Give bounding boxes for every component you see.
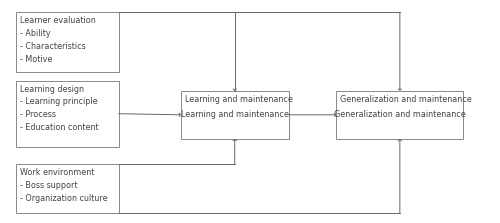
Text: - Ability: - Ability bbox=[20, 29, 50, 38]
Text: - Characteristics: - Characteristics bbox=[20, 42, 86, 51]
Text: - Education content: - Education content bbox=[20, 123, 98, 132]
Text: - Process: - Process bbox=[20, 110, 56, 119]
Text: Generalization and maintenance: Generalization and maintenance bbox=[334, 110, 466, 119]
Text: Learning design: Learning design bbox=[20, 85, 84, 94]
Text: - Learning principle: - Learning principle bbox=[20, 97, 97, 106]
Bar bbox=[16, 81, 118, 147]
Text: - Boss support: - Boss support bbox=[20, 181, 77, 190]
Text: Learner evaluation: Learner evaluation bbox=[20, 16, 96, 25]
Bar bbox=[336, 91, 464, 139]
Text: Generalization and maintenance: Generalization and maintenance bbox=[340, 95, 472, 103]
Text: Learning and maintenance: Learning and maintenance bbox=[181, 110, 288, 119]
Text: - Motive: - Motive bbox=[20, 55, 52, 64]
Text: Learning and maintenance: Learning and maintenance bbox=[184, 95, 292, 103]
Bar bbox=[181, 91, 288, 139]
Text: Work environment: Work environment bbox=[20, 168, 94, 177]
Bar bbox=[16, 164, 118, 213]
Text: - Organization culture: - Organization culture bbox=[20, 194, 107, 203]
Bar bbox=[16, 12, 118, 72]
